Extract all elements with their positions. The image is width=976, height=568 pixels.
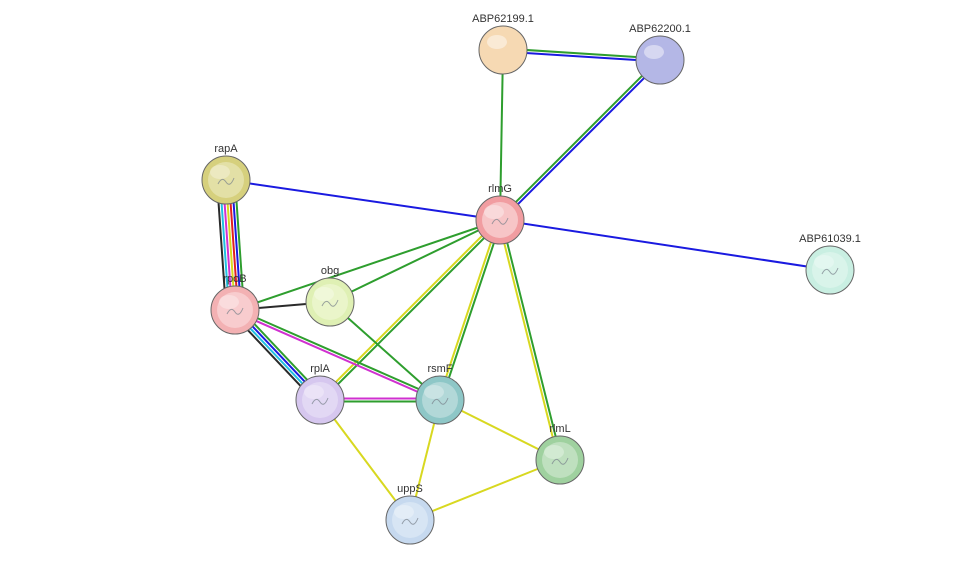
node-label: ABP61039.1 — [799, 233, 861, 245]
node-inner — [812, 252, 848, 288]
node-ABP62199[interactable]: ABP62199.1 — [472, 13, 534, 74]
node-rlmG[interactable]: rlmG — [476, 183, 524, 244]
edges-layer — [217, 49, 830, 521]
node-ABP62200[interactable]: ABP62200.1 — [629, 23, 691, 84]
node-inner — [542, 442, 578, 478]
node-label: rpoB — [223, 273, 246, 285]
node-inner — [217, 292, 253, 328]
edge-rlmG-rapA — [226, 180, 500, 220]
edge-rlmG-ABP62200 — [501, 61, 661, 221]
node-inner — [482, 202, 518, 238]
node-label: rsmF — [427, 363, 452, 375]
node-circle[interactable] — [636, 36, 684, 84]
network-graph: rlmG ABP62199.1 ABP62200.1 rapA rpoB obg rplA r… — [0, 0, 976, 568]
node-rlmL[interactable]: rlmL — [536, 423, 584, 484]
node-label: rlmG — [488, 183, 512, 195]
node-inner — [392, 502, 428, 538]
node-rpoB[interactable]: rpoB — [211, 273, 259, 334]
node-label: rlmL — [549, 423, 570, 435]
node-inner — [302, 382, 338, 418]
edge-rlmG-rpoB — [235, 220, 500, 310]
node-highlight — [487, 35, 507, 49]
node-inner — [422, 382, 458, 418]
nodes-layer: rlmG ABP62199.1 ABP62200.1 rapA rpoB obg rplA r… — [202, 13, 861, 544]
node-circle[interactable] — [479, 26, 527, 74]
node-inner — [208, 162, 244, 198]
node-label: ABP62200.1 — [629, 23, 691, 35]
node-uppS[interactable]: uppS — [386, 483, 434, 544]
node-label: rapA — [214, 143, 238, 155]
node-highlight — [644, 45, 664, 59]
node-rplA[interactable]: rplA — [296, 363, 344, 424]
edge-rlmG-ABP62200 — [499, 59, 659, 219]
node-label: rplA — [310, 363, 330, 375]
node-label: obg — [321, 265, 339, 277]
node-inner — [312, 284, 348, 320]
node-rapA[interactable]: rapA — [202, 143, 250, 204]
edge-rlmG-ABP61039 — [500, 220, 830, 270]
node-rsmF[interactable]: rsmF — [416, 363, 464, 424]
node-label: ABP62199.1 — [472, 13, 534, 25]
node-ABP61039[interactable]: ABP61039.1 — [799, 233, 861, 294]
node-label: uppS — [397, 483, 423, 495]
node-obg[interactable]: obg — [306, 265, 354, 326]
